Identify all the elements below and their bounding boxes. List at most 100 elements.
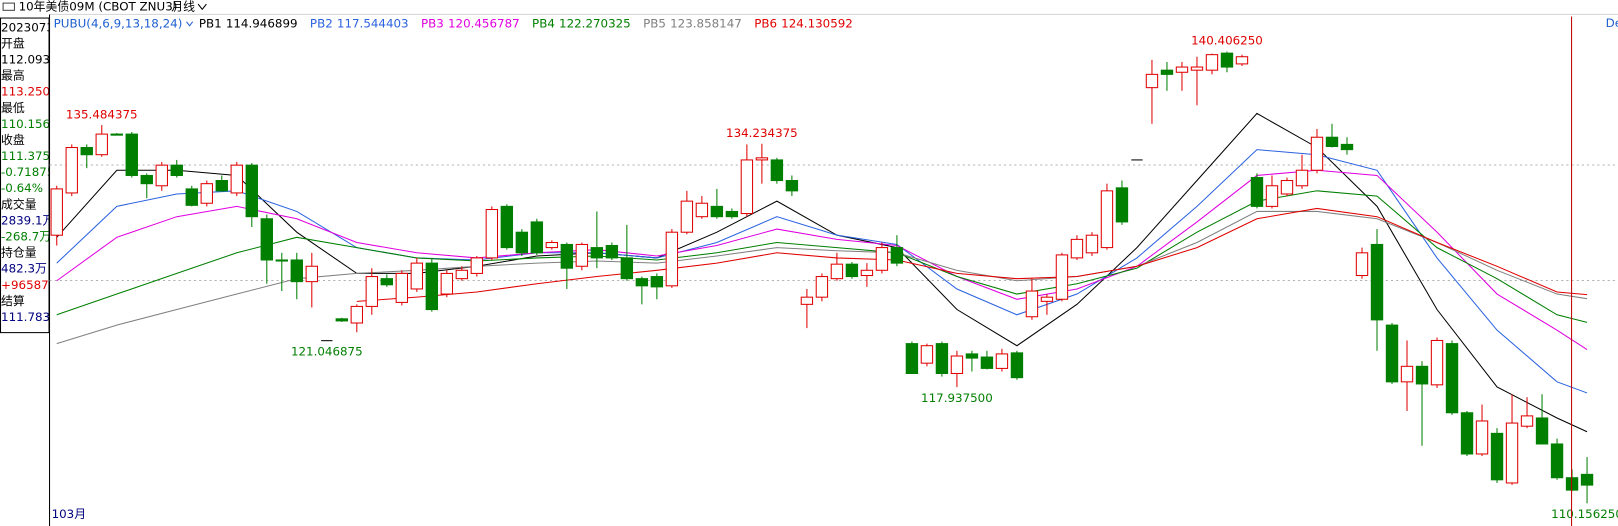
candle-body: [875, 247, 889, 271]
info-item: 113.2500: [1, 85, 58, 99]
legend-value: 123.858147: [670, 16, 742, 30]
candle-body: [665, 231, 679, 287]
candle-body: [1325, 136, 1339, 148]
candle-body: [1085, 234, 1099, 254]
info-item: -0.71875: [1, 165, 54, 179]
candle-body: [275, 259, 288, 262]
indicator-line: [56, 169, 1588, 350]
candles: 135.484375 121.046875 134.234375 117.937500…: [50, 34, 1618, 521]
candle-body: [950, 355, 964, 374]
candle-body: [1265, 185, 1279, 207]
candle-body: [755, 157, 769, 161]
info-item: 111.7830: [1, 310, 58, 324]
candle-body: [140, 174, 153, 185]
candle-body: [1115, 187, 1129, 223]
candle-body: [845, 263, 859, 278]
candle-body: [245, 164, 258, 218]
candle-body: [1580, 473, 1594, 486]
candle-body: [80, 147, 93, 156]
candle-body: [1400, 365, 1414, 383]
candle-body: [1385, 324, 1399, 383]
candle-body: [1175, 66, 1189, 73]
candle-body: [740, 159, 754, 215]
candle-body: [260, 218, 273, 261]
candle-body: [1145, 73, 1159, 89]
info-item: -268.7万: [1, 230, 51, 244]
candle-body: [1220, 52, 1234, 68]
info-item: 最高: [1, 69, 25, 83]
candle-body: [395, 272, 409, 303]
candle-body: [485, 208, 499, 259]
candle-body: [1010, 352, 1024, 379]
candle-body: [965, 353, 979, 359]
candle-body: [380, 278, 394, 286]
right-tab[interactable]: De: [1606, 16, 1618, 30]
period-dropdown-arrow[interactable]: [197, 3, 207, 11]
candle-body: [110, 133, 123, 136]
info-item: 110.1562: [1, 117, 58, 131]
toolbar: 10年美债09M (CBOT ZNU3) 月线 De: [2, 0, 1618, 30]
candle-body: [995, 353, 1009, 369]
info-item: -0.64%: [1, 181, 43, 195]
candle-body: [350, 305, 364, 324]
candle-body: [1475, 420, 1489, 455]
candle-body: [305, 265, 318, 283]
candle-body: [605, 244, 619, 259]
legend-name: PB2: [310, 16, 333, 30]
menu-icon[interactable]: [2, 2, 15, 11]
legend-value: 124.130592: [781, 16, 853, 30]
legend-name: PB3: [421, 16, 444, 30]
info-item: 2839.1万: [1, 213, 55, 227]
info-item: 最低: [1, 101, 25, 115]
candle-body: [155, 164, 168, 187]
candle-body: [170, 164, 183, 176]
candle-body: [410, 262, 424, 290]
candle-body: [800, 296, 814, 305]
candle-body: [695, 202, 709, 218]
candle-body: [1415, 365, 1429, 385]
candle-body: [1370, 243, 1384, 321]
candle-body: [1190, 66, 1204, 71]
info-panel: [0, 17, 50, 334]
indicator-line: [56, 149, 1588, 394]
candle-body: [1355, 252, 1369, 277]
high-label: 135.484375: [66, 107, 138, 121]
high-label: 140.406250: [1191, 34, 1263, 48]
legend-name: PB5: [643, 16, 666, 30]
candle-body: [290, 259, 303, 283]
candle-body: [50, 188, 63, 236]
candle-body: [185, 188, 198, 206]
legend-name: PB1: [199, 16, 222, 30]
info-item: 成交量: [1, 197, 37, 211]
candle-body: [1490, 432, 1504, 481]
candle-body: [440, 272, 454, 295]
candle-body: [95, 133, 108, 156]
high-label: 134.234375: [726, 126, 798, 140]
low-label: 121.046875: [291, 345, 363, 359]
candle-body: [1055, 254, 1069, 300]
candle-body: [335, 318, 348, 322]
candle-body: [590, 247, 604, 259]
candle-body: [515, 231, 529, 254]
legend-value: 117.544403: [337, 16, 409, 30]
legend: PUBU(4,6,9,13,18,24) PB1 114.946899 PB2 117.…: [54, 16, 853, 30]
candle-body: [770, 159, 784, 182]
candle-body: [545, 241, 559, 249]
candle-body: [500, 205, 514, 249]
candle-body: [1070, 238, 1084, 259]
candle-body: [890, 247, 904, 264]
indicator-dropdown-arrow[interactable]: [186, 21, 194, 27]
candle-body: [425, 262, 439, 311]
candle-body: [935, 343, 949, 374]
candle-body: [920, 345, 934, 364]
candle-body: [1520, 415, 1534, 427]
info-panel-texts: 20230731 开盘 112.0937 最高 113.2500 最低 110.1562 收盘…: [1, 20, 58, 324]
candle-body: [1460, 412, 1474, 455]
candle-body: [1025, 290, 1039, 318]
candle-body: [680, 200, 694, 233]
period-selector[interactable]: 月线: [171, 0, 195, 14]
candle-body: [1280, 180, 1294, 195]
legend-name: PB4: [532, 16, 555, 30]
